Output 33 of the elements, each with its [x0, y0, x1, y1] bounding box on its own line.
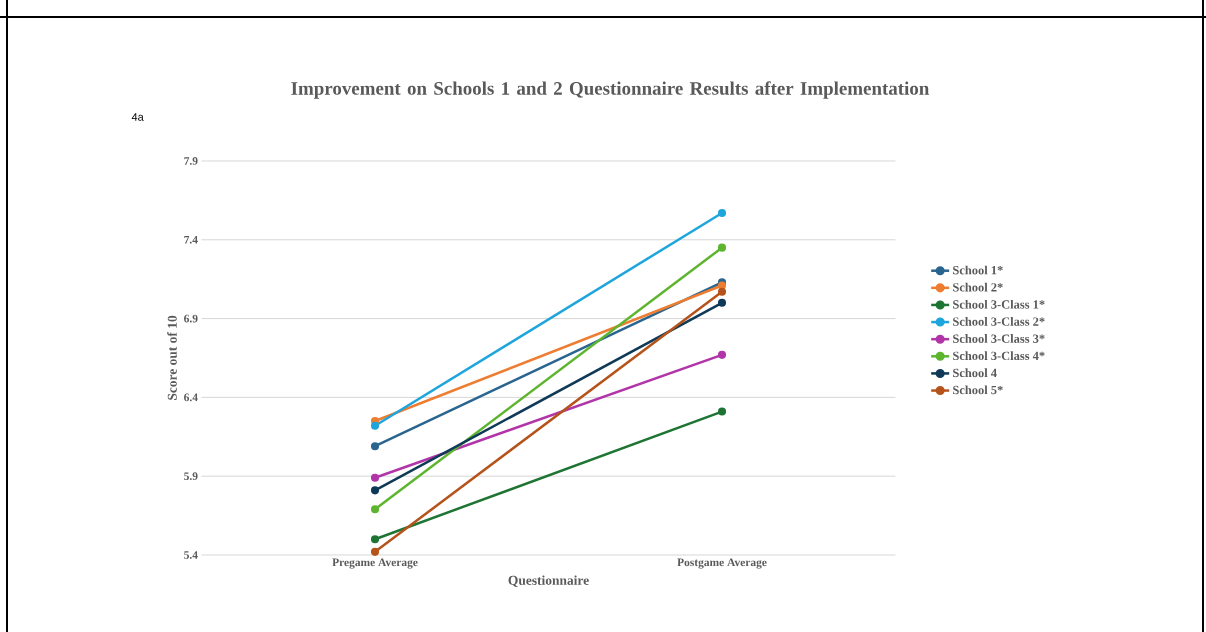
- point: [370, 547, 380, 556]
- legend-label: School 4: [953, 368, 997, 378]
- x-tick-label: Pregame Average: [332, 558, 418, 569]
- point: [717, 350, 727, 359]
- legend-label: School 1*: [953, 265, 1003, 275]
- legend-label: School 3-Class 1*: [953, 299, 1045, 309]
- y-tick-label: 6.9: [184, 314, 198, 323]
- chart-title: Improvement on Schools 1 and 2 Questionnaire Results after Implementation: [291, 81, 930, 99]
- point: [717, 243, 727, 252]
- y-tick-label: 7.4: [184, 235, 198, 244]
- point: [370, 473, 380, 482]
- y-tick-label: 5.9: [184, 472, 198, 481]
- point: [717, 407, 727, 416]
- x-axis-title: Questionnaire: [508, 575, 589, 587]
- point: [370, 442, 380, 451]
- point: [370, 505, 380, 514]
- point: [370, 421, 380, 430]
- point: [370, 486, 380, 495]
- legend-label: School 2*: [953, 282, 1003, 292]
- point: [717, 208, 727, 218]
- y-tick-label: 6.4: [184, 393, 198, 402]
- legend-label: School 3-Class 4*: [953, 351, 1045, 361]
- point: [717, 287, 727, 296]
- legend-label: School 3-Class 3*: [953, 334, 1045, 343]
- y-tick-label: 7.9: [184, 157, 198, 165]
- legend-label: School 5*: [953, 385, 1003, 395]
- point: [370, 535, 380, 544]
- x-tick-label: Postgame Average: [677, 558, 767, 569]
- point: [717, 298, 727, 307]
- y-tick-label: 5.4: [184, 551, 198, 559]
- legend-label: School 3-Class 2*: [953, 317, 1045, 326]
- y-axis-title: Score out of 10: [167, 315, 177, 400]
- text: 4a: [131, 113, 144, 121]
